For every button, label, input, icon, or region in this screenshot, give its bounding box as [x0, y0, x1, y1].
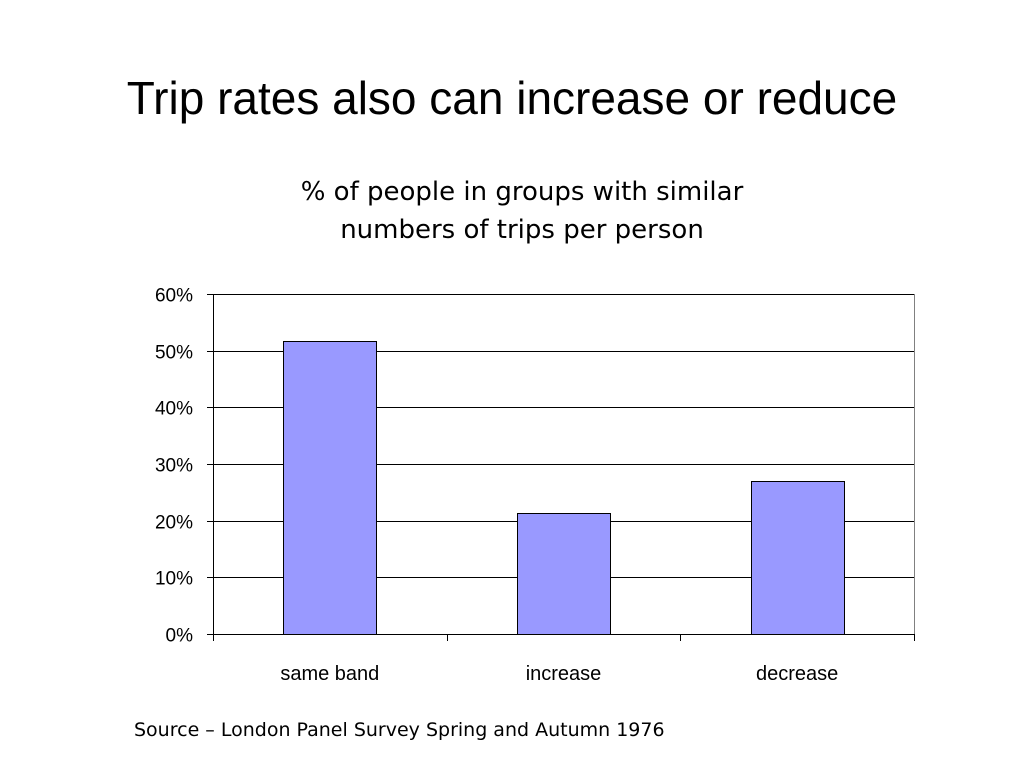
slide-title: Trip rates also can increase or reduce — [126, 72, 898, 124]
bar — [283, 341, 377, 635]
y-tick-label: 50% — [155, 343, 193, 364]
x-tick-label: same band — [280, 663, 379, 685]
axes — [207, 294, 915, 641]
y-tick-label: 60% — [155, 286, 193, 307]
x-tick-label: increase — [526, 663, 602, 685]
bars — [283, 341, 845, 635]
chart-title-line-2: numbers of trips per person — [340, 215, 704, 245]
chart-title: % of people in groups with similar numbe… — [212, 173, 832, 249]
tick-labels: 0% 10% 20% 30% 40% 50% 60% same band increase dec… — [155, 286, 838, 686]
bar — [751, 481, 845, 635]
y-tick-label: 10% — [155, 569, 193, 590]
y-tick-label: 20% — [155, 513, 193, 534]
source-note: Source – London Panel Survey Spring and … — [134, 719, 665, 741]
chart-title-line-1: % of people in groups with similar — [300, 177, 744, 207]
bar — [517, 513, 611, 635]
y-tick-label: 40% — [155, 399, 193, 420]
y-tick-label: 0% — [166, 626, 194, 647]
x-tick-label: decrease — [756, 663, 838, 685]
y-tick-label: 30% — [155, 456, 193, 477]
